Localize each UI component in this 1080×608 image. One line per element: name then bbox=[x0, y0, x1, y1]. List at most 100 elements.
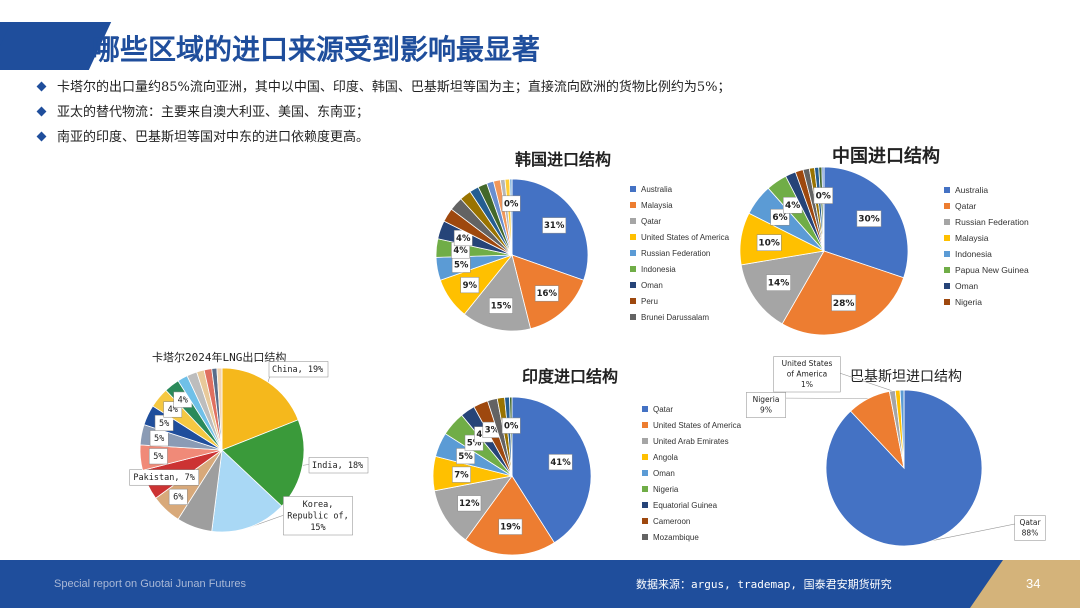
legend-swatch bbox=[944, 251, 950, 257]
data-label-box-pakistan-2 bbox=[773, 356, 841, 393]
legend-swatch bbox=[642, 406, 648, 412]
legend-label: Oman bbox=[641, 281, 663, 290]
legend-swatch bbox=[630, 186, 636, 192]
legend-swatch bbox=[642, 486, 648, 492]
data-label-box-qatar-5 bbox=[129, 469, 199, 486]
legend-india: Qatar United States of America United Arab… bbox=[642, 402, 741, 546]
pie-slice-pakistan-4 bbox=[899, 389, 905, 469]
pie-slice-china-1 bbox=[781, 250, 905, 336]
data-label-box-qatar-4 bbox=[168, 488, 188, 505]
legend-swatch bbox=[630, 202, 636, 208]
legend-label: Malaysia bbox=[641, 201, 673, 210]
legend-label: United Arab Emirates bbox=[653, 437, 729, 446]
data-label-korea-2: 15% bbox=[491, 301, 512, 311]
legend-swatch bbox=[630, 298, 636, 304]
legend-label: Brunei Darussalam bbox=[641, 313, 710, 322]
legend-swatch bbox=[630, 250, 636, 256]
pie-slice-korea-2 bbox=[463, 254, 532, 332]
data-label-india-1: 19% bbox=[500, 523, 521, 533]
data-label-box-china-0 bbox=[856, 210, 882, 227]
legend-label: Equatorial Guinea bbox=[653, 501, 718, 510]
pie-slice-qatar-16 bbox=[216, 367, 223, 451]
legend-label: Nigeria bbox=[653, 485, 679, 494]
page-title: 哪些区域的进口来源受到影响最显著 bbox=[92, 33, 541, 66]
data-label-box-china-1 bbox=[831, 294, 857, 312]
legend-entry: Malaysia bbox=[630, 198, 729, 214]
chart-title-india: 印度进口结构 bbox=[522, 367, 619, 386]
legend-entry: Brunei Darussalam bbox=[630, 310, 729, 326]
legend-label: Cameroon bbox=[653, 517, 691, 526]
legend-entry: Australia bbox=[944, 182, 1029, 198]
legend-entry: Nigeria bbox=[642, 482, 741, 498]
data-label-qatar-7: 5% bbox=[154, 434, 164, 444]
legend-entry: Malaysia bbox=[944, 230, 1029, 246]
pie-slice-india-1 bbox=[465, 475, 555, 556]
chart-title-qatar: 卡塔尔2024年LNG出口结构 bbox=[152, 351, 287, 364]
leader-line-pakistan-0 bbox=[932, 520, 1031, 541]
data-label-india-2: 12% bbox=[459, 499, 480, 509]
legend-swatch bbox=[642, 518, 648, 524]
legend-swatch bbox=[630, 282, 636, 288]
legend-entry: Indonesia bbox=[630, 262, 729, 278]
legend-label: Indonesia bbox=[641, 265, 676, 274]
data-label-box-china-2 bbox=[766, 274, 791, 291]
data-label-korea-16: 0% bbox=[504, 199, 519, 209]
data-label-qatar-4: 6% bbox=[173, 493, 183, 503]
bullet-item: 亚太的替代物流：主要来自澳大利亚、美国、东南亚； bbox=[36, 103, 731, 128]
data-label-qatar-10: 4% bbox=[178, 395, 188, 405]
legend-label: Qatar bbox=[653, 405, 674, 414]
legend-swatch bbox=[642, 470, 648, 476]
data-label-box-korea-16 bbox=[501, 195, 521, 212]
legend-label: Peru bbox=[641, 297, 658, 306]
legend-entry: Qatar bbox=[642, 402, 741, 418]
legend-entry: Peru bbox=[630, 294, 729, 310]
footer-data-source: 数据来源：argus, trademap, 国泰君安期货研究 bbox=[636, 578, 892, 591]
footer-report-name: Special report on Guotai Junan Futures bbox=[54, 578, 247, 590]
legend-label: Russian Federation bbox=[955, 217, 1029, 227]
data-label-qatar-1: India, 18% bbox=[312, 461, 363, 471]
legend-entry: Cameroon bbox=[642, 514, 741, 530]
bullet-item: 卡塔尔的出口量约85%流向亚洲，其中以中国、印度、韩国、巴基斯坦等国为主；直接流… bbox=[36, 78, 731, 103]
legend-label: Malaysia bbox=[955, 233, 989, 243]
legend-entry: Qatar bbox=[944, 198, 1029, 214]
data-label-box-india-1 bbox=[498, 518, 523, 535]
data-label-india-0: 41% bbox=[550, 458, 571, 468]
legend-entry: United Arab Emirates bbox=[642, 434, 741, 450]
legend-swatch bbox=[630, 314, 636, 320]
data-label-qatar-8: 5% bbox=[159, 419, 169, 429]
data-label-china-12: 0% bbox=[816, 192, 831, 202]
data-label-china-2: 14% bbox=[768, 279, 790, 289]
legend-label: Qatar bbox=[955, 201, 977, 211]
data-label-china-4: 6% bbox=[772, 213, 787, 223]
legend-label: Australia bbox=[641, 185, 673, 194]
legend-swatch bbox=[944, 235, 950, 241]
legend-entry: United States of America bbox=[642, 418, 741, 434]
legend-swatch bbox=[630, 234, 636, 240]
data-label-korea-5: 4% bbox=[453, 246, 468, 256]
legend-swatch bbox=[944, 187, 950, 193]
chart-title-pakistan: 巴基斯坦进口结构 bbox=[850, 369, 962, 385]
legend-swatch bbox=[630, 266, 636, 272]
legend-china: Australia Qatar Russian Federation Malaysia… bbox=[944, 182, 1029, 310]
legend-label: Nigeria bbox=[955, 297, 982, 307]
legend-entry: Equatorial Guinea bbox=[642, 498, 741, 514]
data-label-box-korea-0 bbox=[542, 217, 567, 234]
pie-slice-qatar-0 bbox=[221, 367, 299, 451]
data-label-box-qatar-2 bbox=[283, 496, 353, 536]
footer-bar bbox=[0, 560, 1080, 608]
data-label-pakistan-0: Qatar 88% bbox=[1019, 518, 1041, 538]
legend-label: United States of America bbox=[641, 233, 730, 242]
legend-swatch bbox=[630, 218, 636, 224]
data-label-box-india-3 bbox=[452, 466, 471, 483]
legend-label: Oman bbox=[955, 281, 979, 291]
legend-label: United States of America bbox=[653, 421, 742, 430]
bullet-list: 卡塔尔的出口量约85%流向亚洲，其中以中国、印度、韩国、巴基斯坦等国为主；直接流… bbox=[36, 78, 731, 153]
chart-title-korea: 韩国进口结构 bbox=[515, 150, 612, 169]
data-label-qatar-0: China, 19% bbox=[272, 365, 323, 375]
data-label-qatar-5: Pakistan, 7% bbox=[133, 473, 194, 483]
data-label-box-india-0 bbox=[548, 454, 573, 471]
data-label-qatar-2: Korea, Republic of, 15% bbox=[287, 500, 348, 533]
data-label-box-korea-3 bbox=[460, 277, 480, 294]
chart-title-china: 中国进口结构 bbox=[832, 146, 940, 167]
